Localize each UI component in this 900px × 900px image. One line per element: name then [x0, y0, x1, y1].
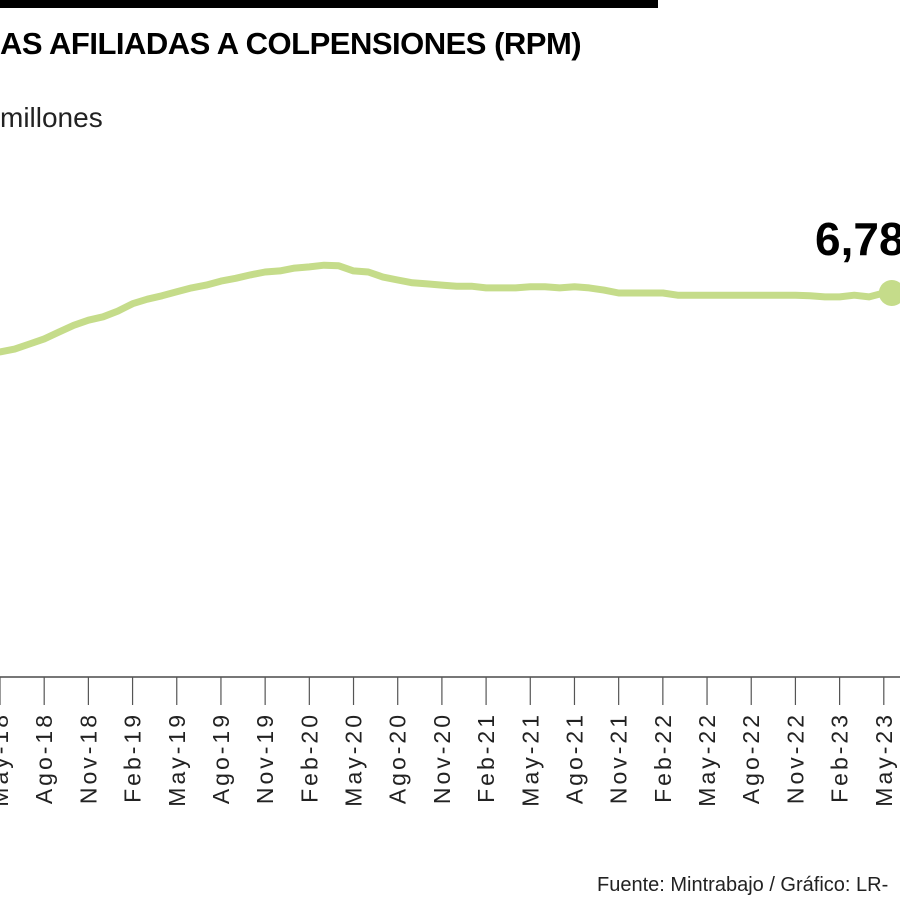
- x-tick-label: Feb-22: [650, 712, 676, 803]
- x-tick-label: Feb-23: [827, 712, 853, 803]
- title-rule: [0, 0, 658, 8]
- series-line: [0, 261, 888, 356]
- x-tick-label: Ago-20: [385, 712, 411, 804]
- chart-title: AS AFILIADAS A COLPENSIONES (RPM): [0, 26, 582, 61]
- last-value-label: 6,78: [815, 213, 900, 265]
- x-tick-label: Nov-18: [75, 712, 101, 804]
- x-tick-label: May-18: [0, 712, 13, 807]
- x-tick-label: May-22: [694, 712, 720, 807]
- x-tick-label: May-19: [164, 712, 190, 807]
- series-group: [0, 261, 888, 356]
- last-value-marker: [878, 279, 900, 306]
- x-tick-label: May-20: [341, 712, 367, 807]
- annotation-group: 6,78: [815, 213, 900, 306]
- x-tick-label: Feb-21: [473, 712, 499, 803]
- x-tick-label: May-21: [517, 712, 543, 807]
- x-tick-label: Ago-21: [561, 712, 587, 804]
- x-tick-label: Nov-20: [429, 712, 455, 804]
- x-tick-label: Ago-18: [31, 712, 57, 804]
- x-axis-ticks: May-18 Ago-18 Nov-18 Feb-19 May-19 Ago-19 Nov-…: [0, 677, 897, 807]
- x-tick-label: Nov-21: [606, 712, 632, 804]
- x-tick-label: Nov-22: [782, 712, 808, 804]
- x-tick-label: Feb-20: [296, 712, 322, 803]
- x-tick-label: Nov-19: [252, 712, 278, 804]
- x-tick-label: Feb-19: [120, 712, 146, 803]
- y-axis-unit-label: millones: [0, 102, 103, 133]
- x-tick-label: Ago-22: [738, 712, 764, 804]
- source-note: Fuente: Mintrabajo / Gráfico: LR-: [597, 874, 889, 896]
- x-tick-label: May-23: [871, 712, 897, 807]
- x-tick-label: Ago-19: [208, 712, 234, 804]
